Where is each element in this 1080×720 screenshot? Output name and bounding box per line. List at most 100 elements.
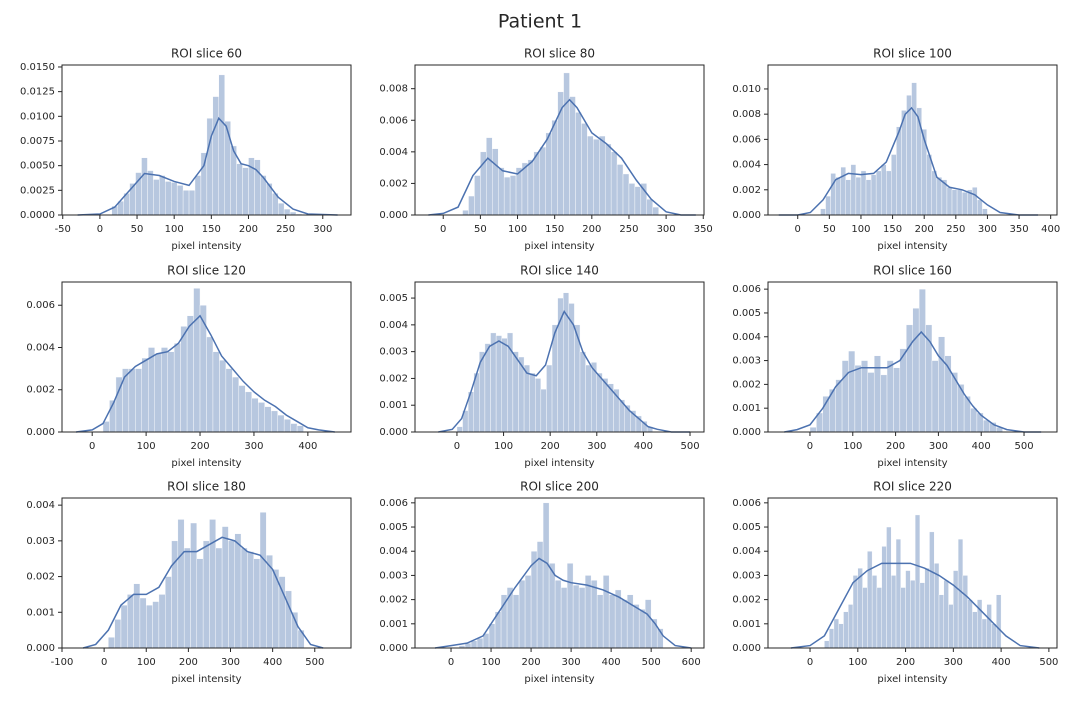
y-tick-label: 0.004 — [26, 500, 55, 511]
histogram-bar — [548, 563, 556, 649]
histogram-bar — [254, 159, 261, 216]
histogram-bar — [924, 567, 930, 649]
histogram-bar — [173, 343, 181, 433]
y-tick-label: 0.005 — [379, 522, 408, 533]
histogram-bar — [535, 378, 542, 433]
histogram-bar — [542, 502, 550, 649]
histogram-bar — [931, 360, 939, 433]
histogram-bar — [500, 594, 508, 649]
histogram-bar — [501, 338, 508, 433]
subplot-title: ROI slice 180 — [167, 480, 246, 494]
histogram-bar — [290, 423, 298, 433]
histogram-bar — [108, 637, 115, 649]
histogram-bar — [512, 594, 520, 649]
histogram-bar — [194, 175, 202, 216]
histogram-bar — [809, 427, 817, 433]
histogram-bar — [474, 175, 481, 216]
x-tick-label: 300 — [244, 441, 263, 452]
histogram-bar — [247, 551, 254, 649]
subplot-title: ROI slice 160 — [873, 264, 952, 278]
histogram-bar — [838, 623, 844, 649]
histogram-bar — [854, 365, 862, 433]
y-tick-label: 0.000 — [26, 427, 55, 438]
histogram-bar — [193, 288, 201, 433]
histogram-bar — [918, 288, 926, 433]
y-tick-label: 0.005 — [379, 293, 408, 304]
histogram-bar — [970, 407, 978, 433]
histogram-bar — [190, 522, 198, 649]
subplot: ROI slice 220 pixel intensity 0 100 200 300 40… — [732, 480, 1058, 686]
x-axis-label: pixel intensity — [877, 674, 947, 685]
histogram-bar — [492, 148, 499, 216]
y-tick-label: 0.0000 — [20, 210, 55, 221]
y-tick-label: 0.002 — [379, 178, 408, 189]
histogram-bar — [852, 575, 859, 649]
y-tick-label: 0.004 — [732, 160, 761, 171]
x-tick-label: 0 — [97, 224, 103, 235]
subplot-title: ROI slice 100 — [873, 47, 952, 61]
x-axis-label: pixel intensity — [171, 674, 241, 685]
histogram-bar — [165, 576, 172, 649]
histogram-bar — [159, 175, 166, 216]
histogram-bar — [176, 185, 184, 216]
histogram-bar — [900, 587, 906, 649]
x-tick-label: 300 — [313, 224, 332, 235]
histogram-bar — [880, 164, 887, 216]
histogram-bar — [225, 368, 233, 433]
x-tick-label: 400 — [1041, 224, 1060, 235]
x-tick-label: 500 — [642, 657, 661, 668]
histogram-bar — [476, 638, 484, 649]
histogram-bar — [644, 599, 652, 649]
histogram-bar — [228, 540, 235, 649]
histogram-bar — [488, 623, 496, 649]
histogram-bar — [590, 580, 598, 649]
histogram-bar — [135, 368, 142, 433]
histogram-bar — [221, 526, 229, 649]
x-tick-label: 200 — [915, 224, 934, 235]
histogram-bar — [470, 640, 478, 649]
histogram-bar — [120, 604, 128, 649]
subplot: ROI slice 60 pixel intensity -50 0 50 100 150 2… — [20, 47, 352, 252]
histogram-bar — [911, 82, 917, 216]
histogram-bar — [554, 580, 562, 649]
y-tick-label: 0.001 — [732, 619, 761, 630]
histogram-bar — [896, 126, 902, 216]
histogram-bar — [946, 187, 953, 216]
y-tick-label: 0.002 — [732, 379, 761, 390]
x-tick-label: 0 — [101, 657, 107, 668]
y-tick-label: 0.003 — [26, 536, 55, 547]
histogram-bar — [895, 538, 901, 649]
histogram-bar — [521, 162, 529, 216]
x-tick-label: 50 — [131, 224, 144, 235]
histogram-bar — [258, 402, 265, 433]
histogram-bar — [824, 640, 830, 649]
x-tick-label: 150 — [545, 224, 564, 235]
histogram-bar — [218, 74, 225, 216]
subplot-title: ROI slice 200 — [520, 480, 599, 494]
histogram-bar — [147, 170, 154, 216]
histogram-bar — [182, 190, 190, 216]
x-tick-label: 400 — [602, 657, 621, 668]
kde-line — [790, 562, 1040, 649]
histogram-bar — [906, 95, 912, 216]
histogram-bar — [585, 364, 592, 433]
histogram-bar — [929, 531, 935, 649]
histogram-bar — [986, 604, 992, 649]
y-tick-label: 0.0125 — [20, 87, 55, 98]
histogram-bar — [206, 336, 214, 433]
histogram-bar — [938, 594, 944, 649]
histogram-bar — [167, 351, 175, 433]
x-tick-label: 400 — [992, 657, 1011, 668]
histogram-bar — [128, 368, 136, 433]
histogram-bar — [238, 385, 246, 433]
y-tick-label: 0.006 — [26, 300, 55, 311]
x-tick-label: 150 — [883, 224, 902, 235]
histogram-bar — [934, 563, 940, 649]
histogram-bar — [587, 135, 594, 216]
histogram-bar — [245, 391, 252, 433]
axes-frame — [414, 281, 705, 433]
histogram-bar — [545, 132, 552, 216]
histogram-bar — [996, 594, 1002, 649]
histogram-bar — [982, 208, 988, 216]
